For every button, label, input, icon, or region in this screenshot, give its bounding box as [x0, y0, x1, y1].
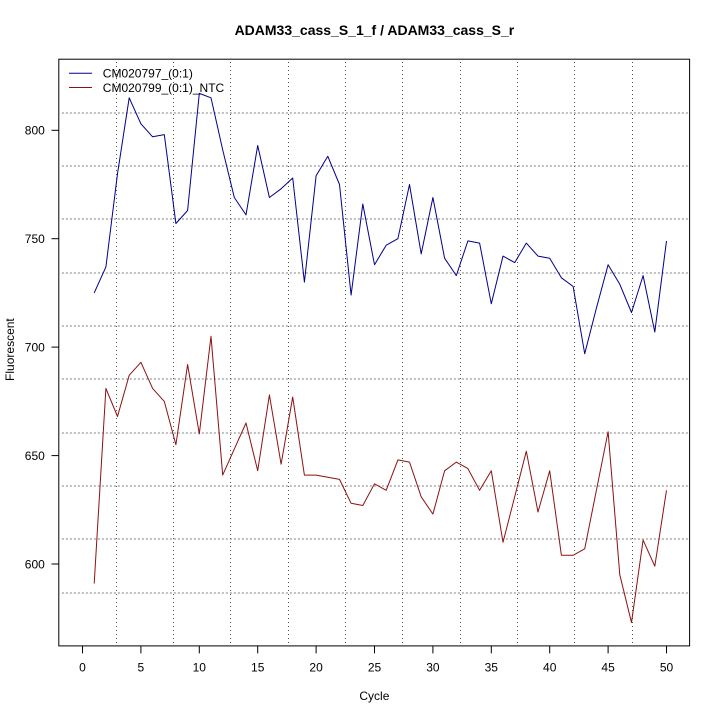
svg-text:50: 50	[660, 661, 674, 675]
svg-text:CM020797_(0:1): CM020797_(0:1)	[103, 67, 193, 81]
svg-text:800: 800	[25, 124, 45, 138]
svg-text:5: 5	[138, 661, 145, 675]
svg-text:Cycle: Cycle	[359, 689, 389, 703]
svg-text:Fluorescent: Fluorescent	[3, 318, 17, 381]
svg-text:30: 30	[426, 661, 440, 675]
svg-text:0: 0	[79, 661, 86, 675]
svg-text:10: 10	[193, 661, 207, 675]
svg-text:25: 25	[368, 661, 382, 675]
svg-text:650: 650	[25, 449, 45, 463]
svg-text:45: 45	[601, 661, 615, 675]
svg-text:700: 700	[25, 340, 45, 354]
svg-text:15: 15	[251, 661, 265, 675]
svg-text:750: 750	[25, 232, 45, 246]
svg-text:35: 35	[485, 661, 499, 675]
svg-text:600: 600	[25, 557, 45, 571]
svg-text:CM020799_(0:1)_NTC: CM020799_(0:1)_NTC	[103, 81, 225, 95]
svg-text:20: 20	[309, 661, 323, 675]
svg-text:ADAM33_cass_S_1_f / ADAM33_cas: ADAM33_cass_S_1_f / ADAM33_cass_S_r	[235, 22, 515, 38]
svg-text:40: 40	[543, 661, 557, 675]
